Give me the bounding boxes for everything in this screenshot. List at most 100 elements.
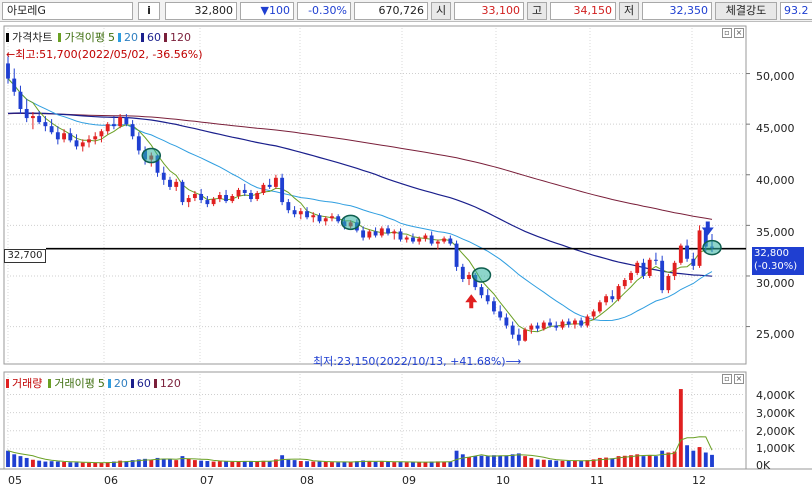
last-price-rate: (-0.30%) [754, 261, 798, 272]
volume-bars [6, 389, 714, 467]
y-axis-tick: 35,000 [756, 226, 795, 239]
volume-bar [80, 462, 85, 467]
candle-body [124, 117, 129, 125]
candle-body [367, 231, 372, 238]
pane-minimize-button[interactable]: ▫ [722, 374, 732, 384]
up-arrow-icon [465, 294, 478, 309]
x-axis-month: 08 [300, 474, 314, 487]
volume-bar [12, 454, 17, 467]
candle-body [697, 230, 702, 266]
volume-bar [161, 458, 166, 467]
candle-body [286, 202, 291, 211]
volume-axis-tick: 1,000K [756, 442, 795, 455]
candle-body [591, 311, 596, 317]
vol-ma5-label: 5 [97, 376, 105, 390]
volume-bar [653, 456, 658, 467]
candle-body [249, 192, 253, 200]
candle-body [429, 235, 434, 244]
volume-bar [691, 450, 696, 467]
candle-body [317, 215, 322, 222]
candle-body [678, 245, 683, 263]
volume-bar [697, 447, 702, 467]
candle-body [467, 274, 471, 280]
candle-body [541, 322, 546, 329]
candle-body [635, 262, 640, 273]
volume-ma-line [7, 436, 713, 464]
volume-bar [124, 461, 129, 467]
candle-body [55, 132, 60, 140]
candle-body [292, 210, 297, 215]
candle-body [311, 215, 316, 218]
volume-bar [635, 454, 640, 467]
volume-bar [529, 457, 534, 467]
candle-body [37, 116, 42, 123]
volume-bar [311, 461, 316, 467]
price-legend-swatch [6, 32, 9, 42]
vol-ma120-swatch [153, 378, 157, 388]
candle-body [379, 228, 384, 236]
pane-close-button[interactable]: × [734, 374, 744, 384]
candle-body [305, 211, 309, 218]
candle-body [30, 116, 35, 119]
candle-body [647, 259, 652, 276]
candle-body [516, 334, 521, 341]
candle-body [87, 139, 91, 143]
candle-body [168, 179, 172, 187]
stock-name-input[interactable]: 아모레G [2, 2, 133, 20]
volume-bar [37, 460, 42, 467]
volume-bar [168, 459, 172, 467]
volume-bar [49, 461, 54, 467]
candle-body [161, 172, 166, 180]
volume-bar [573, 460, 577, 467]
volume-bar [379, 461, 384, 467]
lowest-price-note: 최저:23,150(2022/10/13, +41.68%)⟶ [313, 355, 522, 368]
price-legend[interactable]: 가격차트 가격이평 5 20 60 120 [6, 29, 191, 45]
volume-bar [448, 461, 453, 467]
candle-body [404, 237, 409, 240]
candle-body [610, 296, 615, 300]
volume-ma5-line [7, 436, 713, 464]
volume-bar [548, 460, 552, 467]
volume-bar [230, 461, 235, 467]
candle-body [217, 195, 222, 200]
volume-bar [236, 461, 241, 467]
volume-bar [286, 459, 291, 467]
volume-bar [130, 460, 135, 467]
trade-volume: 670,726 [354, 2, 428, 20]
candle-body [323, 218, 328, 222]
volume-bar [242, 461, 247, 467]
volume-bar [516, 453, 521, 467]
candle-body [417, 238, 422, 242]
candle-body [49, 126, 54, 133]
volume-bar [298, 461, 303, 467]
candle-body [180, 181, 185, 203]
pane-close-button[interactable]: × [734, 28, 744, 38]
candle-body [560, 321, 565, 328]
volume-legend[interactable]: 거래량 거래이평 5 20 60 120 [6, 375, 181, 391]
volume-bar [267, 461, 272, 467]
candle-body [423, 235, 428, 239]
open-label: 시 [431, 2, 451, 20]
candle-body [629, 272, 633, 281]
horizontal-line-label[interactable]: 32,700 [4, 249, 46, 263]
candle-body [111, 124, 116, 127]
vol-ma20-swatch [107, 378, 111, 388]
volume-bar [348, 461, 353, 467]
volume-bar [386, 461, 390, 467]
volume-bar [710, 454, 714, 467]
candle-body [685, 245, 690, 259]
volume-bar [411, 462, 415, 467]
ma60-label: 60 [146, 30, 161, 44]
volume-bar [622, 455, 627, 467]
candle-body [74, 140, 79, 147]
pane-minimize-button[interactable]: ▫ [722, 28, 732, 38]
candle-body [267, 184, 272, 187]
volume-bar [292, 460, 297, 467]
stock-chart[interactable] [0, 22, 812, 490]
volume-bar [336, 462, 341, 467]
volume-axis-tick: 0K [756, 459, 771, 472]
stock-info-button[interactable]: i [138, 2, 160, 20]
y-axis-tick: 40,000 [756, 174, 795, 187]
volume-bar [417, 462, 422, 467]
y-axis-tick: 25,000 [756, 328, 795, 341]
